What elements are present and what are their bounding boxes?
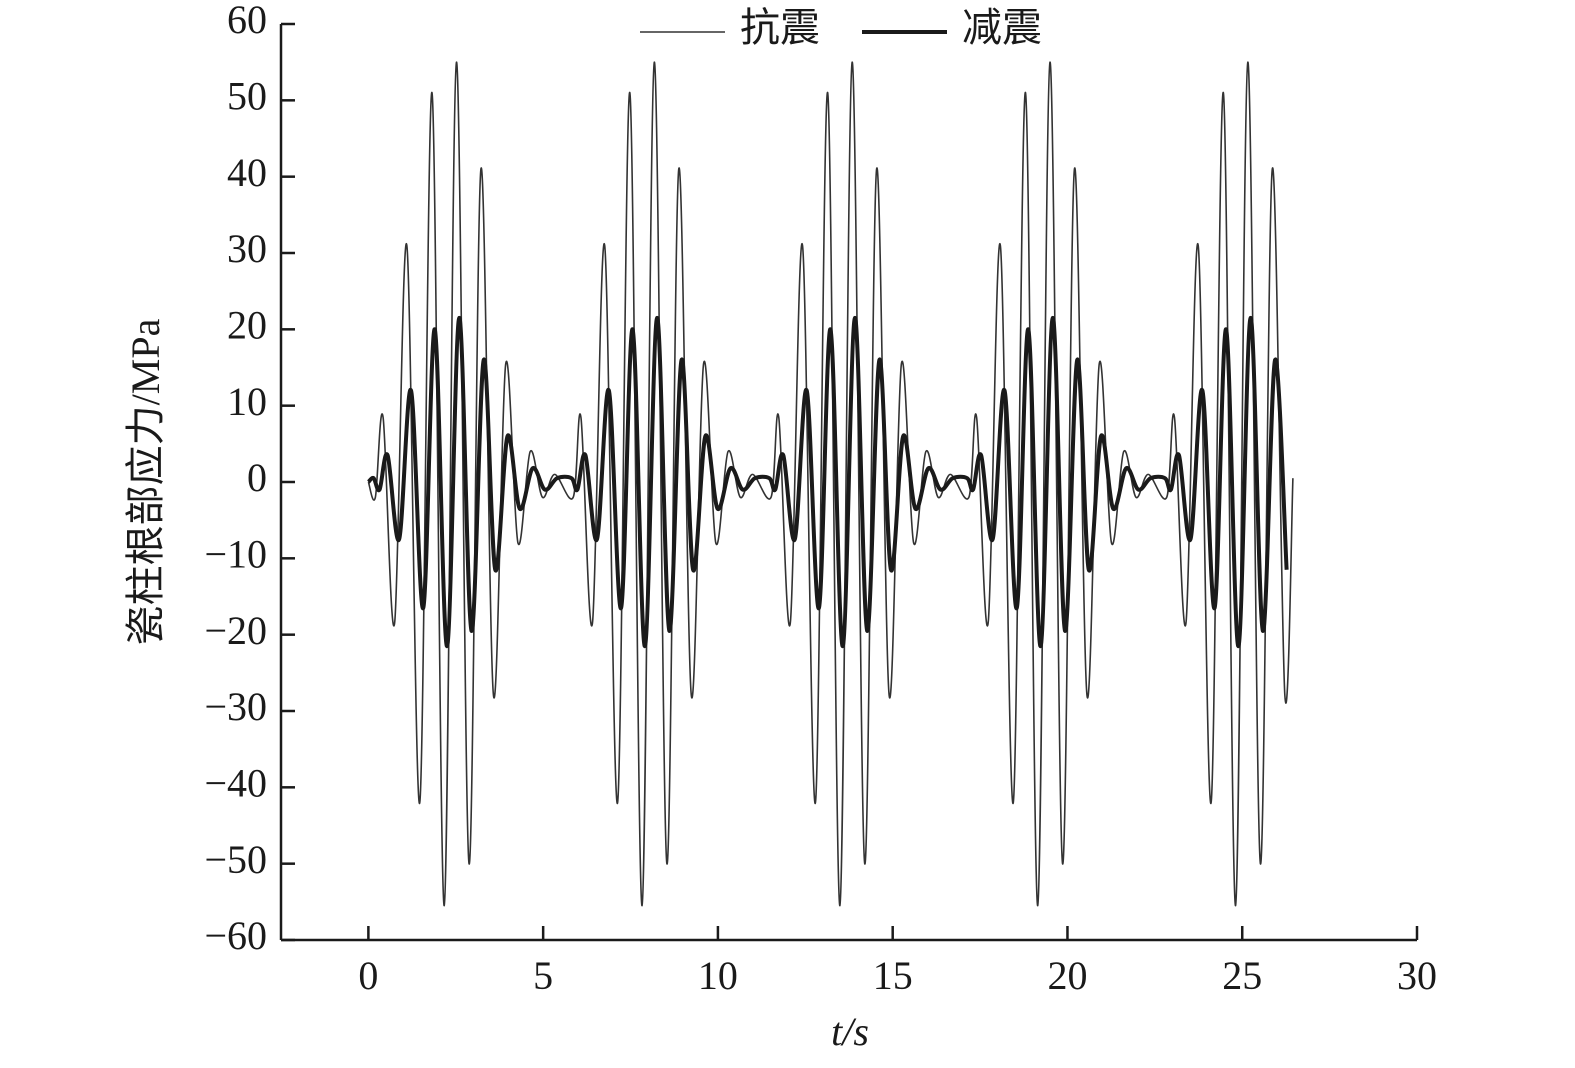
y-tick-label: −60 (204, 913, 267, 958)
x-tick-label: 25 (1222, 953, 1262, 998)
x-tick-label: 0 (358, 953, 378, 998)
y-tick-label: −30 (204, 684, 267, 729)
y-tick-label: −40 (204, 761, 267, 806)
legend-label: 减震 (962, 5, 1042, 50)
series-line (366, 315, 1289, 649)
series-line (367, 61, 1294, 907)
y-tick-label: −10 (204, 532, 267, 577)
y-tick-label: 30 (227, 226, 267, 271)
y-axis-label: 瓷柱根部应力/MPa (123, 318, 168, 645)
y-tick-label: −50 (204, 837, 267, 882)
y-tick-label: 20 (227, 303, 267, 348)
x-tick-label: 30 (1397, 953, 1437, 998)
x-tick-label: 10 (698, 953, 738, 998)
y-tick-label: 50 (227, 74, 267, 119)
x-tick-label: 20 (1047, 953, 1087, 998)
x-tick-label: 5 (533, 953, 553, 998)
x-tick-label: 15 (873, 953, 913, 998)
legend-label: 抗震 (740, 5, 820, 50)
x-axis-label: t/s (831, 1009, 869, 1054)
y-tick-label: 40 (227, 150, 267, 195)
y-tick-label: 60 (227, 0, 267, 42)
y-tick-label: 10 (227, 379, 267, 424)
y-tick-label: −20 (204, 608, 267, 653)
y-tick-label: 0 (247, 455, 267, 500)
